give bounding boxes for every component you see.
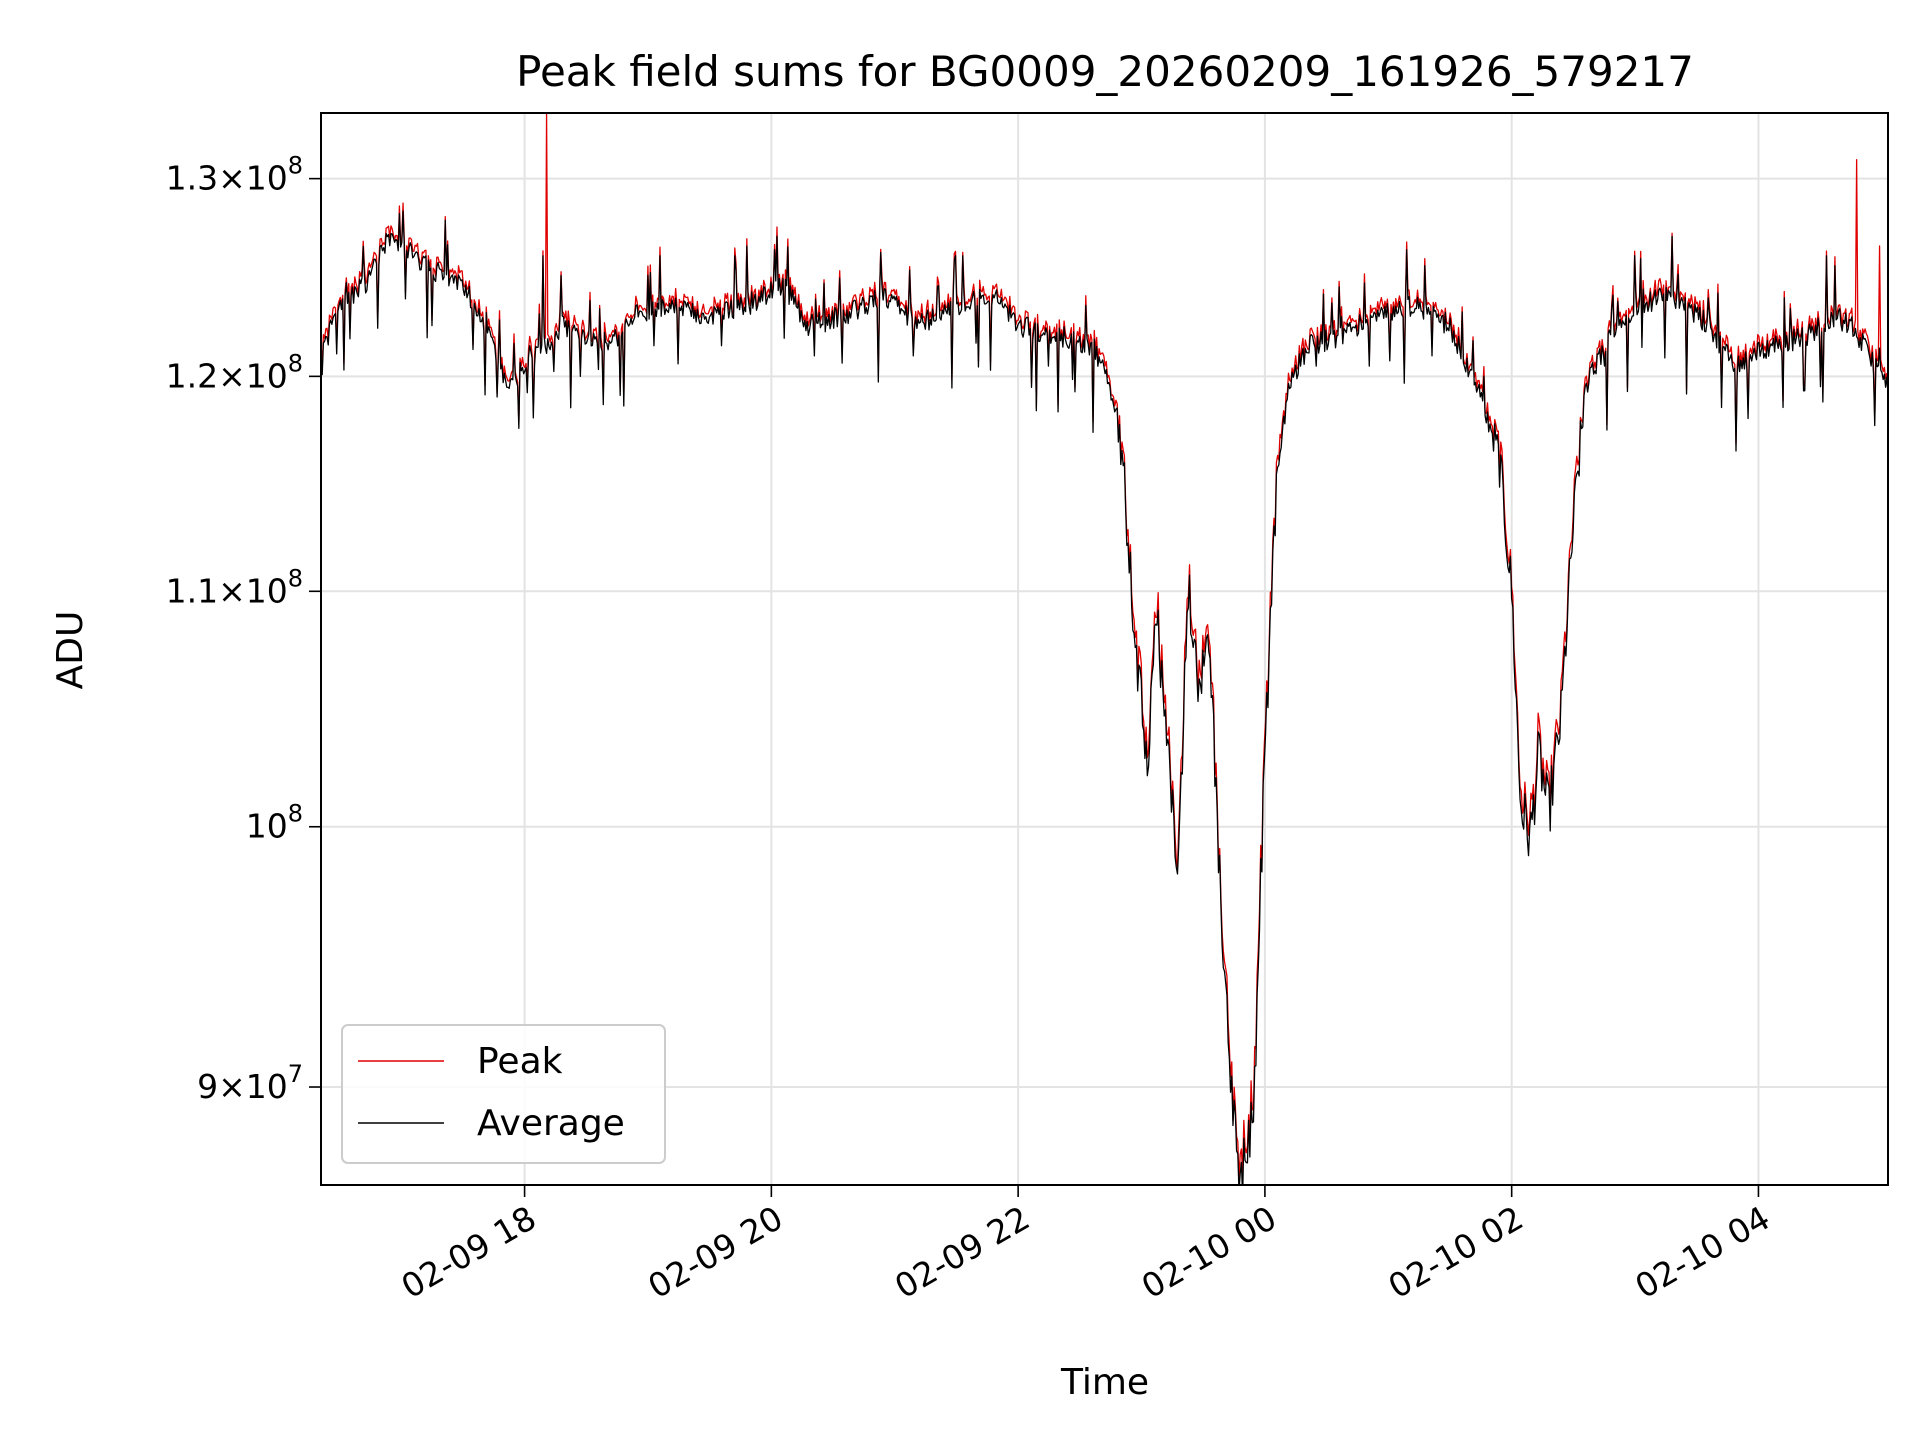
- y-axis: 9×107 108 1.1×108 1.2×108 1.3×108: [166, 152, 321, 1106]
- legend: Peak Average: [341, 1024, 666, 1164]
- y-axis-label: ADU: [50, 611, 91, 690]
- x-axis-label: Time: [1060, 1362, 1149, 1403]
- y-tick-label: 108: [246, 800, 303, 846]
- chart-title: Peak field sums for BG0009_20260209_1619…: [516, 47, 1694, 96]
- legend-label-average: Average: [477, 1103, 625, 1144]
- series-line-average: [321, 210, 1888, 1185]
- plot-area: [321, 113, 1888, 1185]
- legend-label-peak: Peak: [477, 1041, 563, 1082]
- y-tick-label: 9×107: [197, 1060, 303, 1106]
- y-tick-label: 1.2×108: [166, 349, 303, 395]
- y-tick-label: 1.3×108: [166, 152, 303, 198]
- y-tick-label: 1.1×108: [166, 564, 303, 610]
- plot-frame: [320, 112, 1889, 1186]
- legend-box: [341, 1024, 666, 1164]
